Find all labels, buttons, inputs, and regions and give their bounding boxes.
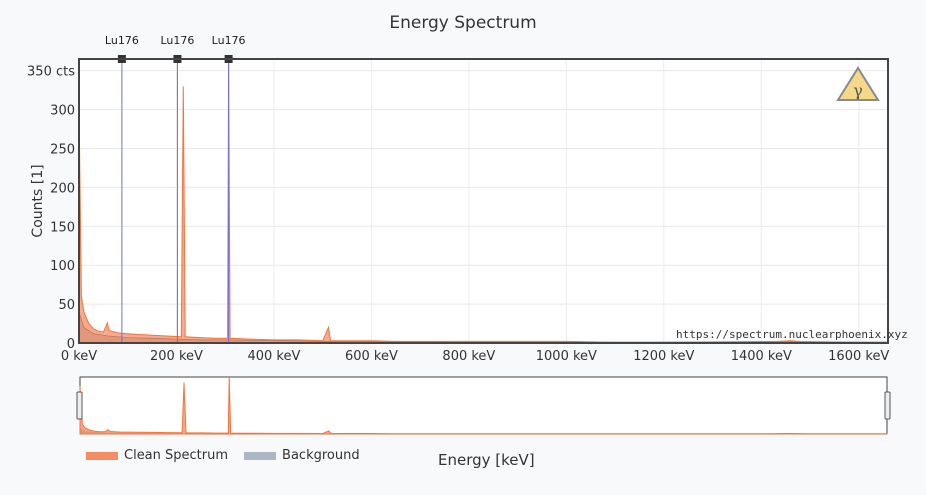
watermark-url: https://spectrum.nuclearphoenix.xyz	[676, 328, 908, 341]
gamma-warning-icon: γ	[836, 66, 880, 101]
marker-label: Lu176	[160, 34, 194, 47]
plot-frame	[78, 58, 889, 344]
x-tick-label: 400 keV	[247, 349, 300, 364]
plot-area[interactable]	[79, 59, 888, 343]
y-tick-label: 100	[50, 259, 75, 274]
range-slider-area[interactable]	[79, 376, 888, 435]
y-tick-label: 200	[50, 181, 75, 196]
y-tick-label: 350 cts	[27, 65, 75, 80]
y-axis-title: Counts [1]	[30, 164, 46, 237]
x-tick-label: 0 keV	[61, 349, 97, 364]
y-tick-label: 0	[67, 337, 75, 352]
y-tick-label: 150	[50, 220, 75, 235]
legend-item-background[interactable]: Background	[244, 448, 360, 463]
legend-swatch-clean	[86, 451, 118, 460]
x-tick-label: 800 keV	[442, 349, 495, 364]
legend-label-background: Background	[282, 448, 360, 463]
logo-glyph: γ	[853, 81, 863, 100]
legend-label-clean: Clean Spectrum	[124, 448, 229, 463]
legend: Clean Spectrum Background	[86, 448, 360, 463]
legend-swatch-background	[244, 451, 277, 460]
legend-item-clean[interactable]: Clean Spectrum	[86, 448, 228, 463]
x-tick-label: 1600 keV	[828, 349, 889, 364]
x-tick-label: 600 keV	[345, 349, 398, 364]
main-plot[interactable]: Lu176 Lu176 Lu176 0 50 100 150 200 250 300 350 cts…	[27, 34, 889, 364]
range-slider[interactable]	[76, 376, 891, 435]
x-axis-title: Energy [keV]	[438, 451, 535, 469]
x-tick-label: 1400 keV	[731, 349, 792, 364]
marker-label: Lu176	[105, 34, 139, 47]
x-tick-label: 1000 keV	[536, 349, 597, 364]
y-tick-label: 50	[58, 298, 75, 313]
y-tick-label: 250	[50, 142, 75, 157]
chart-title: Energy Spectrum	[389, 13, 537, 33]
logo-triangle	[836, 66, 880, 101]
range-handle-left[interactable]	[76, 391, 83, 420]
x-tick-label: 200 keV	[150, 349, 203, 364]
marker-label: Lu176	[212, 34, 246, 47]
x-tick-label: 1200 keV	[633, 349, 694, 364]
range-series-clean	[79, 376, 888, 435]
range-handle-right[interactable]	[884, 391, 891, 420]
y-tick-label: 300	[50, 104, 75, 119]
